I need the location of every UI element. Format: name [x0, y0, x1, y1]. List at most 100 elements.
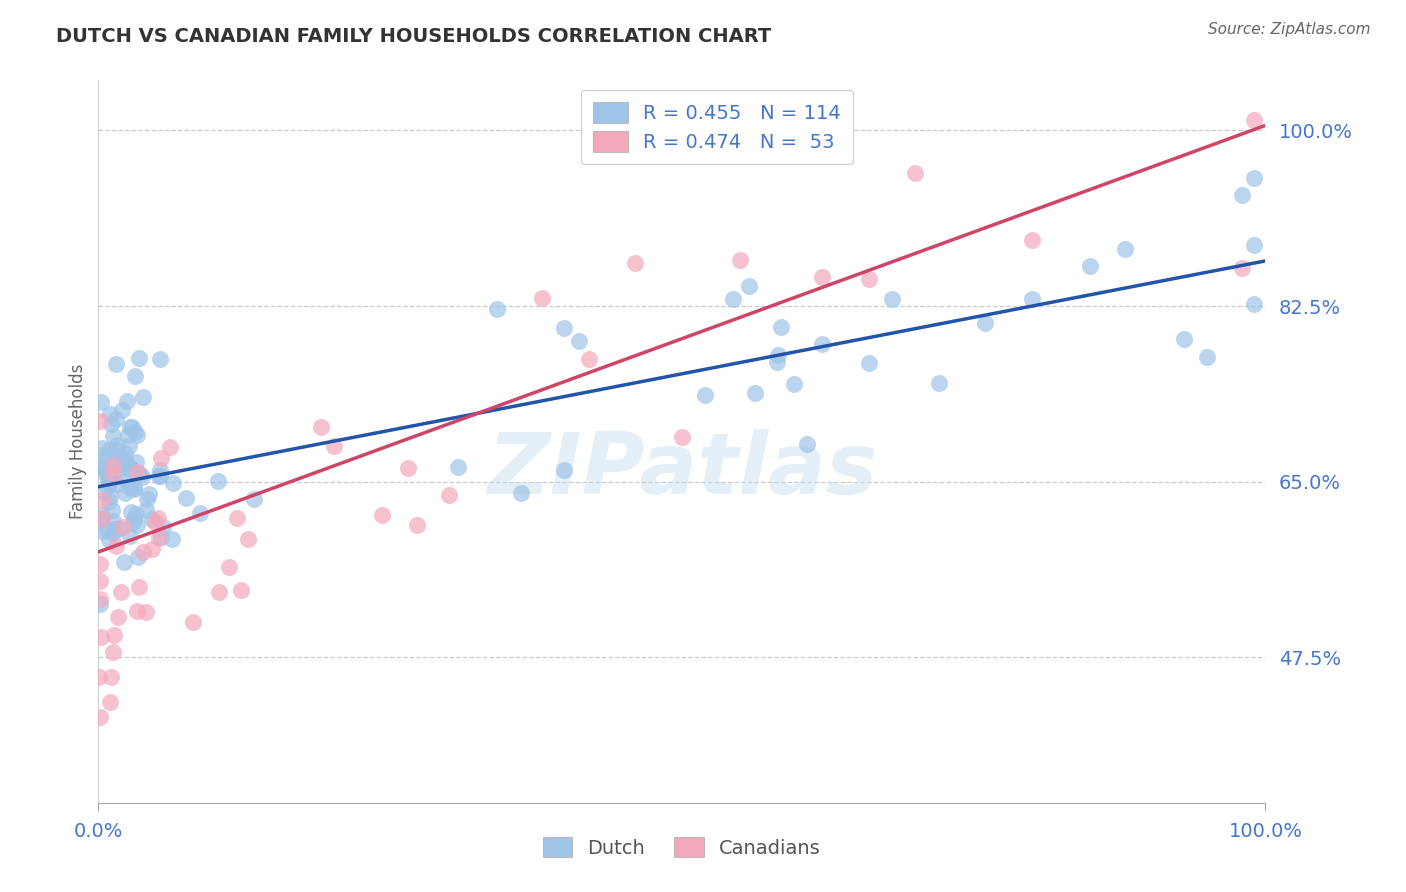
- Point: [101, 645, 124, 659]
- Point: [765, 355, 787, 369]
- Point: [118, 439, 141, 453]
- Point: [90, 394, 112, 409]
- Point: [880, 292, 903, 306]
- Point: [121, 420, 143, 434]
- Point: [125, 604, 148, 618]
- Point: [1230, 260, 1253, 275]
- Point: [485, 301, 508, 316]
- Point: [782, 377, 804, 392]
- Point: [118, 463, 141, 477]
- Point: [105, 358, 128, 372]
- Point: [122, 482, 145, 496]
- Point: [91, 508, 114, 522]
- Point: [118, 420, 141, 434]
- Point: [91, 512, 114, 526]
- Point: [229, 582, 252, 597]
- Point: [97, 479, 120, 493]
- Point: [118, 529, 141, 543]
- Point: [105, 477, 128, 491]
- Point: [96, 523, 118, 537]
- Point: [721, 292, 744, 306]
- Point: [91, 493, 114, 508]
- Point: [97, 493, 120, 508]
- Point: [103, 467, 125, 481]
- Point: [98, 490, 121, 504]
- Point: [124, 507, 146, 521]
- Point: [811, 337, 834, 351]
- Point: [510, 486, 533, 500]
- Point: [553, 321, 575, 335]
- Point: [121, 515, 143, 529]
- Point: [89, 592, 111, 607]
- Point: [114, 452, 136, 467]
- Point: [770, 320, 793, 334]
- Point: [105, 438, 128, 452]
- Point: [141, 511, 163, 525]
- Point: [811, 269, 834, 284]
- Point: [105, 539, 128, 553]
- Point: [405, 518, 427, 533]
- Point: [160, 533, 183, 547]
- Point: [104, 412, 127, 426]
- Point: [858, 271, 880, 285]
- Point: [150, 450, 173, 465]
- Point: [578, 352, 600, 367]
- Point: [1173, 332, 1195, 346]
- Point: [118, 460, 141, 475]
- Point: [149, 352, 172, 367]
- Point: [162, 476, 184, 491]
- Point: [96, 450, 118, 465]
- Point: [218, 560, 240, 574]
- Point: [176, 491, 198, 505]
- Point: [101, 458, 124, 472]
- Point: [207, 475, 229, 489]
- Point: [115, 473, 138, 487]
- Point: [89, 574, 111, 588]
- Point: [1243, 237, 1265, 252]
- Point: [114, 446, 136, 460]
- Point: [127, 549, 149, 564]
- Point: [243, 492, 266, 507]
- Point: [107, 610, 129, 624]
- Point: [309, 419, 332, 434]
- Point: [1021, 233, 1043, 247]
- Point: [744, 385, 766, 400]
- Point: [236, 532, 259, 546]
- Point: [1021, 293, 1043, 307]
- Point: [738, 279, 761, 293]
- Point: [136, 492, 159, 507]
- Point: [132, 390, 155, 404]
- Point: [100, 670, 122, 684]
- Point: [141, 541, 163, 556]
- Point: [796, 437, 818, 451]
- Point: [127, 428, 149, 442]
- Point: [131, 470, 153, 484]
- Point: [115, 394, 138, 409]
- Point: [117, 428, 139, 442]
- Point: [437, 488, 460, 502]
- Point: [97, 473, 120, 487]
- Point: [89, 414, 111, 428]
- Point: [105, 463, 128, 477]
- Point: [396, 460, 419, 475]
- Point: [1114, 242, 1136, 256]
- Point: [928, 376, 950, 390]
- Point: [129, 467, 152, 482]
- Point: [93, 484, 115, 499]
- Point: [103, 526, 125, 541]
- Point: [149, 530, 172, 544]
- Point: [93, 461, 115, 475]
- Point: [124, 369, 146, 384]
- Point: [105, 458, 128, 473]
- Point: [530, 291, 553, 305]
- Point: [91, 460, 114, 475]
- Text: DUTCH VS CANADIAN FAMILY HOUSEHOLDS CORRELATION CHART: DUTCH VS CANADIAN FAMILY HOUSEHOLDS CORR…: [56, 27, 772, 45]
- Point: [148, 531, 170, 545]
- Point: [110, 584, 132, 599]
- Text: ZIPatlas: ZIPatlas: [486, 429, 877, 512]
- Point: [110, 521, 132, 535]
- Point: [159, 440, 181, 454]
- Point: [1195, 350, 1218, 364]
- Point: [181, 615, 204, 630]
- Point: [138, 487, 160, 501]
